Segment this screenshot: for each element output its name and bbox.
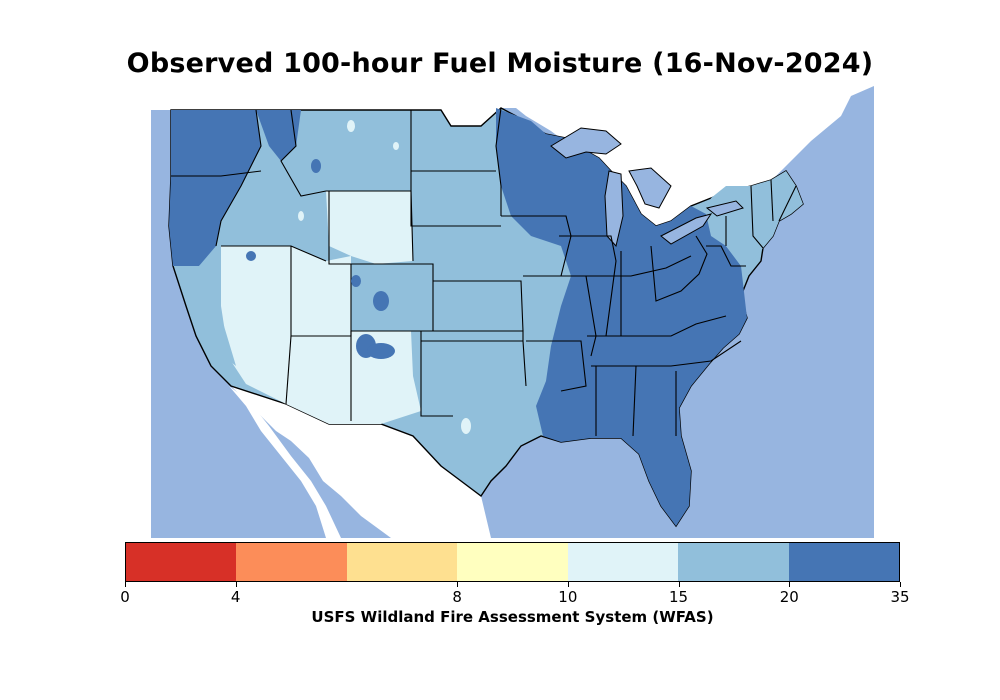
colorbar-segment [567, 543, 679, 581]
moisture-speckles [246, 159, 395, 359]
lake-michigan [604, 170, 624, 248]
northern-california-zone [199, 246, 236, 366]
lake-huron [628, 167, 672, 209]
fuel-moisture-map [151, 86, 874, 538]
idaho-north-zone [256, 110, 301, 161]
pacific-northwest-zone [169, 110, 261, 266]
lake-superior [550, 127, 622, 159]
colorbar-tick [900, 582, 901, 587]
mexico-land [231, 386, 491, 538]
colorbar-segment [126, 543, 237, 581]
colorbar-tick [235, 582, 237, 587]
baja-california [229, 386, 341, 538]
dry-speckles [298, 120, 471, 434]
wyoming-zone [326, 191, 413, 264]
colorbar-tick [678, 582, 680, 587]
chart-title: Observed 100-hour Fuel Moisture (16-Nov-… [126, 48, 874, 79]
colorbar-tick-label: 4 [230, 588, 241, 606]
colorbar-segment [678, 543, 789, 581]
colorbar-tick [457, 582, 459, 587]
colorbar [125, 542, 900, 582]
colorbar-tick [789, 582, 791, 587]
great-basin-zone [221, 246, 421, 424]
lake-ontario [705, 200, 744, 217]
colorbar-ticks: 0 4 8 10 15 20 35 [120, 582, 910, 612]
colorbar-tick [567, 582, 569, 587]
colorbar-tick [125, 582, 126, 587]
lake-erie [660, 213, 713, 245]
colorbar-tick-label: 35 [890, 588, 910, 606]
colorbar-segment [346, 543, 458, 581]
map-canvas [151, 86, 874, 538]
state-boundaries [171, 107, 797, 437]
colorbar-label: USFS Wildland Fire Assessment System (WF… [311, 608, 714, 626]
colorbar-tick-label: 0 [120, 588, 130, 606]
northeast-zone [706, 171, 803, 266]
colorbar-segment [236, 543, 347, 581]
colorbar-tick-label: 20 [779, 588, 799, 606]
colorbar-segment [457, 543, 568, 581]
colorbar-tick-label: 10 [558, 588, 578, 606]
colorbar-tick-label: 15 [669, 588, 689, 606]
colorbar-tick-label: 8 [452, 588, 462, 606]
colorbar-segment [788, 543, 899, 581]
